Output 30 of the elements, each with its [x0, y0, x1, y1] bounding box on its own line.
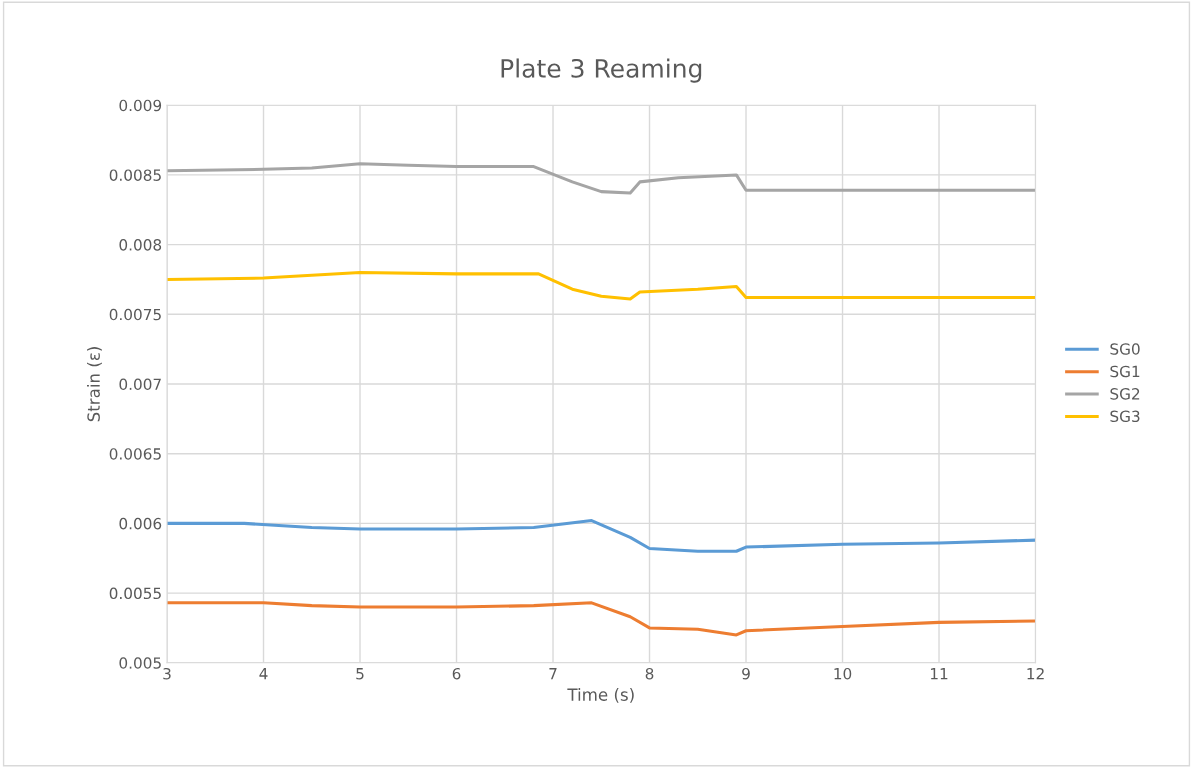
- legend-label: SG0: [1110, 343, 1140, 355]
- x-tick-label: 5: [356, 668, 364, 680]
- y-tick-label: 0.007: [119, 378, 161, 391]
- x-tick-label: 10: [834, 667, 852, 680]
- x-tick-label: 8: [645, 667, 654, 680]
- y-tick-label: 0.0065: [109, 448, 161, 460]
- x-tick-label: 7: [549, 668, 557, 680]
- y-tick-label: 0.005: [119, 657, 161, 669]
- x-tick-label: 9: [742, 667, 750, 680]
- legend-label: SG2: [1110, 388, 1140, 400]
- y-tick-label: 0.009: [119, 99, 162, 112]
- y-tick-label: 0.0085: [109, 169, 161, 181]
- line-series: [167, 601, 1036, 637]
- y-tick-label: 0.0055: [109, 587, 161, 600]
- x-tick-label: 3: [163, 667, 171, 680]
- line-series: [167, 519, 1036, 553]
- legend-label: SG3: [1110, 410, 1140, 423]
- y-tick-label: 0.0075: [109, 308, 161, 321]
- line-series: [167, 270, 1036, 301]
- x-tick-label: 11: [930, 668, 948, 680]
- y-axis-title: Strain (ε): [87, 347, 102, 422]
- chart-title: Plate 3 Reaming: [501, 58, 702, 83]
- x-tick-label: 4: [259, 668, 268, 680]
- line-series: [167, 162, 1036, 195]
- x-tick-label: 12: [1027, 667, 1044, 680]
- legend-label: SG1: [1110, 365, 1140, 378]
- x-axis-title: Time (s): [567, 687, 634, 703]
- y-tick-label: 0.006: [119, 517, 162, 530]
- y-tick-label: 0.008: [119, 239, 162, 251]
- x-tick-label: 6: [452, 667, 461, 680]
